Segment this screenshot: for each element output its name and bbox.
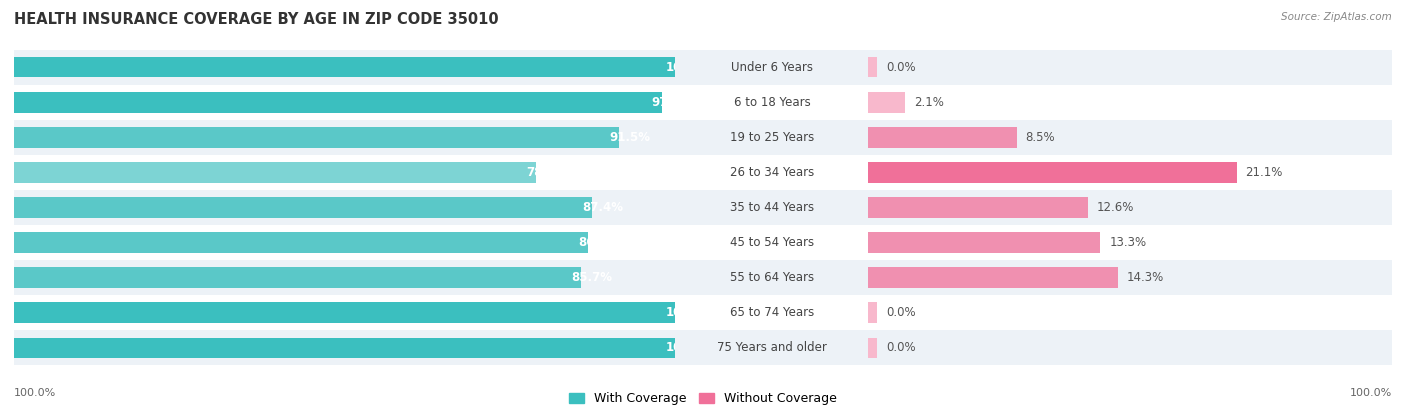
Bar	[869, 190, 1392, 225]
Text: 14.3%: 14.3%	[1126, 271, 1164, 284]
Bar	[869, 295, 1392, 330]
Text: 87.4%: 87.4%	[582, 201, 623, 214]
Text: 2.1%: 2.1%	[914, 96, 943, 109]
Bar	[869, 50, 1392, 85]
Bar	[675, 225, 869, 260]
Text: 13.3%: 13.3%	[1109, 236, 1146, 249]
Text: 0.0%: 0.0%	[886, 341, 915, 354]
Bar	[869, 85, 1392, 120]
Bar	[675, 155, 869, 190]
Bar	[675, 85, 869, 120]
Bar	[869, 260, 1392, 295]
Bar	[869, 303, 877, 323]
Bar	[869, 92, 905, 112]
Bar	[14, 50, 675, 85]
Bar	[14, 330, 675, 365]
Bar	[14, 260, 675, 295]
Text: 26 to 34 Years: 26 to 34 Years	[730, 166, 814, 179]
Text: HEALTH INSURANCE COVERAGE BY AGE IN ZIP CODE 35010: HEALTH INSURANCE COVERAGE BY AGE IN ZIP …	[14, 12, 499, 27]
Text: 86.8%: 86.8%	[578, 236, 620, 249]
Text: 8.5%: 8.5%	[1025, 131, 1054, 144]
Bar	[869, 225, 1392, 260]
Bar	[14, 303, 675, 323]
Bar	[14, 162, 536, 183]
Text: 55 to 64 Years: 55 to 64 Years	[730, 271, 814, 284]
Bar	[675, 260, 869, 295]
Bar	[869, 232, 1101, 253]
Legend: With Coverage, Without Coverage: With Coverage, Without Coverage	[565, 388, 841, 409]
Text: 100.0%: 100.0%	[1350, 388, 1392, 398]
Bar	[14, 295, 675, 330]
Text: 21.1%: 21.1%	[1246, 166, 1282, 179]
Bar	[14, 155, 675, 190]
Text: 100.0%: 100.0%	[665, 61, 714, 74]
Bar	[14, 57, 675, 78]
Text: 75 Years and older: 75 Years and older	[717, 341, 827, 354]
Bar	[14, 267, 581, 288]
Text: 78.9%: 78.9%	[526, 166, 567, 179]
Text: 65 to 74 Years: 65 to 74 Years	[730, 306, 814, 319]
Bar	[14, 232, 588, 253]
Bar	[869, 330, 1392, 365]
Bar	[869, 267, 1118, 288]
Text: 12.6%: 12.6%	[1097, 201, 1135, 214]
Bar	[14, 225, 675, 260]
Bar	[675, 120, 869, 155]
Bar	[869, 198, 1088, 217]
Text: 100.0%: 100.0%	[665, 306, 714, 319]
Text: 91.5%: 91.5%	[609, 131, 651, 144]
Text: 0.0%: 0.0%	[886, 306, 915, 319]
Bar	[14, 85, 675, 120]
Bar	[869, 337, 877, 358]
Bar	[14, 92, 662, 112]
Text: Under 6 Years: Under 6 Years	[731, 61, 813, 74]
Text: 35 to 44 Years: 35 to 44 Years	[730, 201, 814, 214]
Text: 85.7%: 85.7%	[571, 271, 612, 284]
Text: 0.0%: 0.0%	[886, 61, 915, 74]
Text: Source: ZipAtlas.com: Source: ZipAtlas.com	[1281, 12, 1392, 22]
Text: 19 to 25 Years: 19 to 25 Years	[730, 131, 814, 144]
Text: 45 to 54 Years: 45 to 54 Years	[730, 236, 814, 249]
Bar	[14, 127, 619, 148]
Bar	[14, 120, 675, 155]
Bar	[869, 162, 1237, 183]
Bar	[14, 337, 675, 358]
Bar	[675, 295, 869, 330]
Bar	[14, 198, 592, 217]
Bar	[675, 330, 869, 365]
Text: 97.9%: 97.9%	[651, 96, 693, 109]
Bar	[869, 120, 1392, 155]
Bar	[675, 190, 869, 225]
Text: 6 to 18 Years: 6 to 18 Years	[734, 96, 810, 109]
Text: 100.0%: 100.0%	[665, 341, 714, 354]
Bar	[869, 155, 1392, 190]
Bar	[675, 50, 869, 85]
Bar	[869, 57, 877, 78]
Text: 100.0%: 100.0%	[14, 388, 56, 398]
Bar	[14, 190, 675, 225]
Bar	[869, 127, 1017, 148]
